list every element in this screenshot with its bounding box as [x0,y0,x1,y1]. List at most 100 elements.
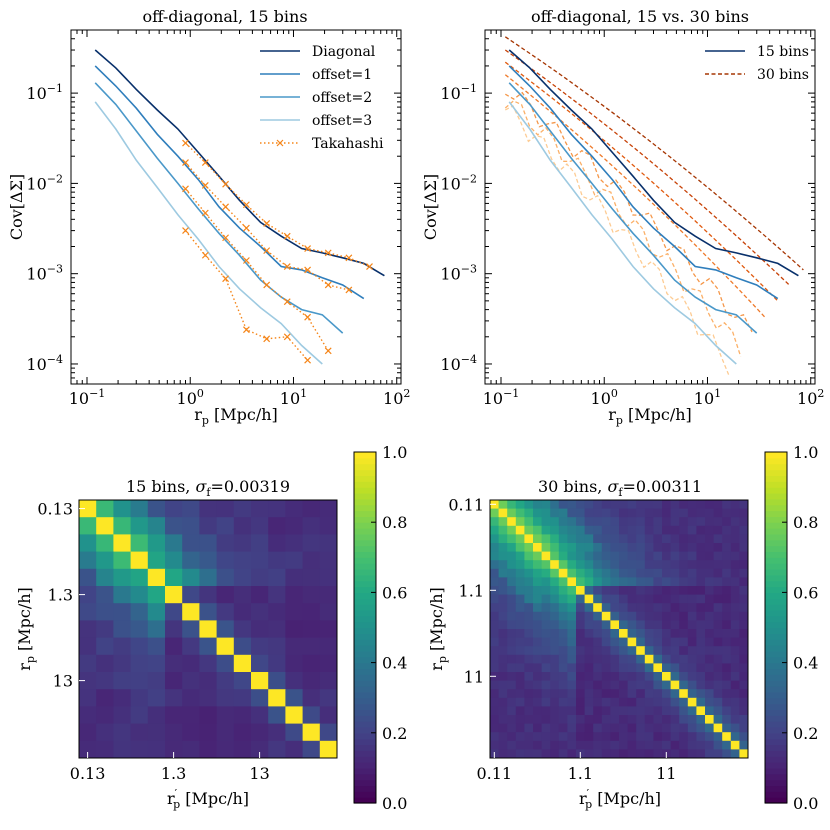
heatmap-cell [687,568,697,578]
heatmap-cell [670,654,680,664]
heatmap-cell [696,723,706,733]
heatmap-cell [285,740,304,759]
heatmap-cell [687,560,697,570]
heatmap-cell [541,706,551,716]
heatmap-cell [713,723,723,733]
colorbar-segment [354,791,376,798]
colorbar-segment [354,738,376,746]
heatmap-cell [610,672,620,682]
heatmap-cell [507,500,517,510]
heatmap-cell [319,672,338,690]
heatmap-cell [713,646,723,656]
heatmap-cell [722,689,732,699]
y-tick-base: 10 [26,174,46,193]
heatmap-cell [679,568,689,578]
heatmap-cell [498,732,508,742]
colorbar-segment [765,691,787,699]
heatmap-cell [644,680,654,690]
legend-label: offset=2 [312,90,372,106]
heatmap-cell [533,629,543,639]
heatmap-cell [627,689,637,699]
heatmap-cell [722,620,732,630]
heatmap-cell [147,603,166,621]
heatmap-cell [730,646,740,656]
bottom-right-title-main: 30 bins, [538,477,608,496]
heatmap-cell [302,517,321,535]
x-tick-base: 10 [694,389,714,408]
heatmap-cell [147,568,166,587]
heatmap-cell [319,603,338,621]
colorbar-segment [765,481,787,488]
y-tick-label: 10−3 [440,263,477,284]
series-30-bins-line [505,105,730,375]
heatmap-cell [679,740,689,750]
heatmap-cell [285,689,304,707]
heatmap-cell [130,672,149,690]
heatmap-cell [730,732,740,742]
heatmap-cell [490,680,500,690]
data-point [263,281,271,289]
heatmap-cell [601,715,611,725]
heatmap-cell [558,611,568,621]
heatmap-cell [498,534,508,544]
heatmap-cell [96,500,114,518]
heatmap-cell [533,560,543,570]
heatmap-cell [670,594,680,604]
heatmap-cell [670,723,680,733]
heatmap-cell [550,654,560,664]
colorbar-segment [354,639,376,646]
heatmap-cell [739,525,749,535]
heatmap-cell [79,586,97,604]
heatmap-cell [567,663,577,673]
data-point [345,254,353,262]
heatmap-cell [233,551,252,570]
colorbar-segment [765,650,787,658]
heatmap-cell [558,749,568,759]
heatmap-cell [593,577,603,587]
heatmap-cell [576,697,586,707]
heatmap-cell [687,517,697,527]
heatmap-cell [687,543,697,553]
y-tick-exponent: −1 [461,82,477,95]
heatmap-cell [507,740,517,750]
heatmap-cell [96,689,114,707]
heatmap-cell [687,603,697,613]
heatmap-cell [584,568,594,578]
heatmap-cell [713,732,723,742]
heatmap-cell [619,723,629,733]
heatmap-cell [713,680,723,690]
legend-label: 30 bins [757,67,809,83]
colorbar-segment [765,697,787,705]
heatmap-cell [713,740,723,750]
heatmap-cell [730,672,740,682]
x-tick-base: 10 [177,389,197,408]
heatmap-cell [541,749,551,759]
heatmap-cell [533,749,543,759]
heatmap-cell [662,586,672,596]
top-left-covariance-plot: off-diagonal, 15 bins 10−1 100 101 10210−41… [7,7,410,427]
heatmap-cell [653,594,663,604]
heatmap-cell [601,543,611,553]
heatmap-cell [653,586,663,596]
heatmap-cell [644,629,654,639]
heatmap-cell [515,508,525,518]
heatmap-cell [515,620,525,630]
colorbar-segment [765,750,787,757]
colorbar-segment [765,621,787,629]
heatmap-cell [113,517,132,535]
heatmap-cell [268,568,286,587]
heatmap-cell [739,577,749,587]
heatmap-cell [584,560,594,570]
heatmap-cell [567,749,577,759]
heatmap-cell [662,672,672,682]
heatmap-cell [550,629,560,639]
heatmap-cell [619,749,629,759]
y-tick-exponent: −3 [461,263,477,276]
heatmap-cell [730,723,740,733]
heatmap-cell [567,654,577,664]
colorbar-segment [354,545,376,553]
heatmap-cell [567,517,577,527]
heatmap-cell [550,543,560,553]
heatmap-cell [601,603,611,613]
heatmap-cell [507,594,517,604]
